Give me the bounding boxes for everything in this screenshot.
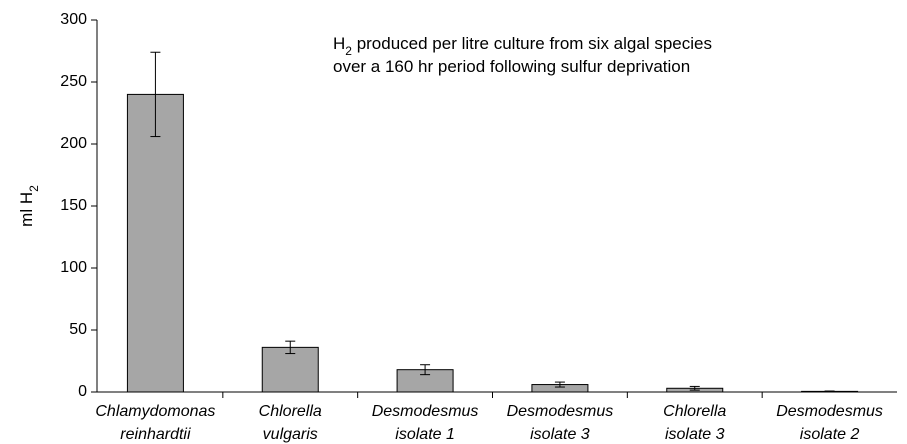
y-tick-label: 300 [60,11,87,28]
text-part: H [333,34,345,53]
bar [126,93,184,393]
y-tick-label: 100 [60,259,87,276]
x-tick-label: vulgaris [263,426,318,443]
text-part: produced per litre culture from six alga… [352,34,712,53]
x-tick-label: Chlamydomonas [95,403,215,420]
annotation: over a 160 hr period following sulfur de… [333,57,690,76]
y-tick-label: 250 [60,73,87,90]
x-tick-label: Desmodesmus [507,403,614,420]
x-tick-label: isolate 1 [395,426,455,443]
y-tick-label: 50 [69,321,87,338]
y-tick-label: 150 [60,197,87,214]
x-tick-label: reinhardtii [120,426,191,443]
x-tick-label: Chlorella [259,403,322,420]
x-tick-label: Chlorella [663,403,726,420]
text-part: over a 160 hr period following sulfur de… [333,57,690,76]
subscript: 2 [27,185,41,192]
y-tick-label: 200 [60,135,87,152]
annotation: H2 produced per litre culture from six a… [333,34,712,58]
subscript: 2 [345,44,352,58]
x-tick-label: isolate 3 [530,426,590,443]
y-axis-label: ml H2 [17,185,41,227]
x-tick-label: Desmodesmus [372,403,479,420]
x-tick-label: Desmodesmus [776,403,883,420]
text-part: ml H [17,192,36,227]
y-tick-label: 0 [78,383,87,400]
x-tick-label: isolate 2 [800,426,860,443]
bar [261,346,319,393]
x-tick-label: isolate 3 [665,426,725,443]
